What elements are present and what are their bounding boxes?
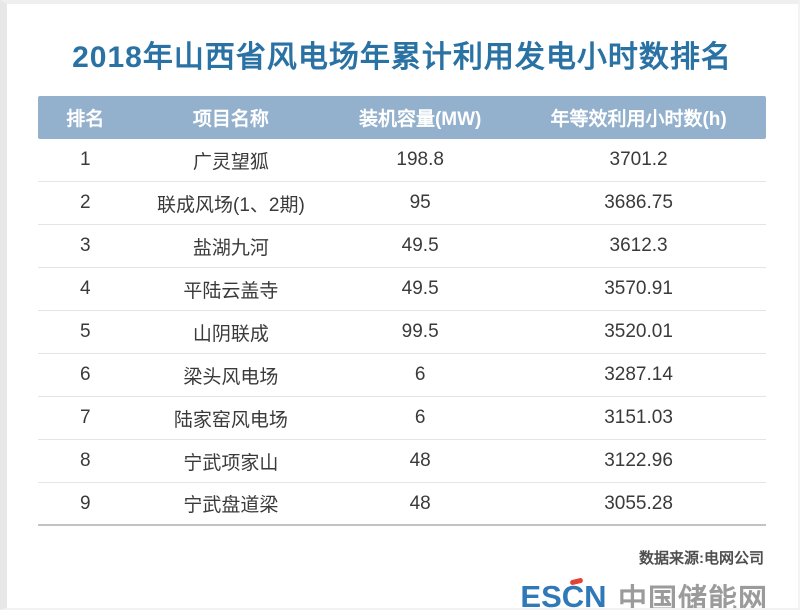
table-row: 3 盐湖九河 49.5 3612.3 — [38, 225, 766, 268]
cell-hours: 3122.96 — [604, 450, 673, 471]
column-header-project: 项目名称 — [192, 109, 269, 130]
column-header-rank: 排名 — [66, 109, 105, 130]
cell-capacity: 6 — [414, 407, 426, 428]
cell-rank: 4 — [80, 278, 91, 299]
cell-hours: 3686.75 — [604, 192, 673, 213]
cell-project-name: 盐湖九河 — [192, 237, 269, 259]
table-body: 1 广灵望狐 198.8 3701.2 2 联成风场(1、2期) 95 3686… — [38, 139, 766, 526]
cell-rank: 7 — [80, 407, 91, 428]
cell-rank: 5 — [80, 321, 91, 342]
escn-logo-site-name: 中国储能网 — [617, 584, 768, 610]
cell-project-name: 平陆云盖寺 — [183, 280, 279, 302]
cell-rank: 3 — [80, 235, 91, 256]
cell-project-name: 梁头风电场 — [183, 366, 279, 388]
cell-hours: 3701.2 — [609, 149, 668, 170]
table-row: 6 梁头风电场 6 3287.14 — [38, 354, 766, 397]
cell-project-name: 宁武项家山 — [183, 452, 279, 474]
cell-rank: 8 — [80, 450, 91, 471]
table-row: 5 山阴联成 99.5 3520.01 — [38, 311, 766, 354]
page-title: 2018年山西省风电场年累计利用发电小时数排名 — [72, 41, 732, 74]
table-row: 2 联成风场(1、2期) 95 3686.75 — [38, 182, 766, 225]
table-row: 7 陆家窑风电场 6 3151.03 — [38, 397, 766, 440]
cell-capacity: 48 — [409, 450, 431, 471]
cell-project-name: 宁武盘道梁 — [183, 495, 279, 516]
escn-logo: ESCN 中国储能网 — [7, 576, 768, 610]
cell-capacity: 198.8 — [396, 149, 444, 170]
cell-hours: 3151.03 — [604, 407, 673, 428]
cell-hours: 3287.14 — [604, 364, 673, 385]
cell-rank: 9 — [80, 492, 91, 514]
cell-capacity: 99.5 — [401, 321, 439, 342]
table-row: 9 宁武盘道梁 48 3055.28 — [38, 483, 766, 526]
table-header-row: 排名 项目名称 装机容量(MW) 年等效利用小时数(h) — [38, 96, 766, 139]
cell-rank: 6 — [80, 364, 91, 385]
table-row: 8 宁武项家山 48 3122.96 — [38, 440, 766, 483]
data-source-note: 数据来源:电网公司 — [639, 550, 764, 567]
cell-project-name: 陆家窑风电场 — [173, 409, 288, 431]
table-row: 1 广灵望狐 198.8 3701.2 — [38, 139, 766, 182]
cell-rank: 2 — [80, 192, 91, 213]
column-header-capacity: 装机容量(MW) — [358, 109, 482, 130]
cell-project-name: 广灵望狐 — [192, 151, 269, 173]
table-row: 4 平陆云盖寺 49.5 3570.91 — [38, 268, 766, 311]
cell-project-name: 山阴联成 — [192, 323, 269, 345]
cell-project-name: 联成风场(1、2期) — [157, 194, 305, 216]
cell-capacity: 49.5 — [401, 278, 439, 299]
cell-capacity: 49.5 — [401, 235, 439, 256]
cell-capacity: 48 — [409, 492, 431, 514]
escn-logo-brand: ESCN — [520, 577, 607, 610]
escn-logo-text: ESCN — [520, 579, 607, 610]
cell-hours: 3612.3 — [609, 235, 668, 256]
ranking-table: 排名 项目名称 装机容量(MW) 年等效利用小时数(h) 1 广灵望狐 198.… — [38, 96, 766, 526]
cell-rank: 1 — [80, 149, 91, 170]
cell-capacity: 95 — [409, 192, 431, 213]
column-header-hours: 年等效利用小时数(h) — [550, 109, 727, 130]
cell-hours: 3520.01 — [604, 321, 673, 342]
cell-capacity: 6 — [414, 364, 426, 385]
cell-hours: 3055.28 — [604, 492, 673, 514]
cell-hours: 3570.91 — [604, 278, 673, 299]
